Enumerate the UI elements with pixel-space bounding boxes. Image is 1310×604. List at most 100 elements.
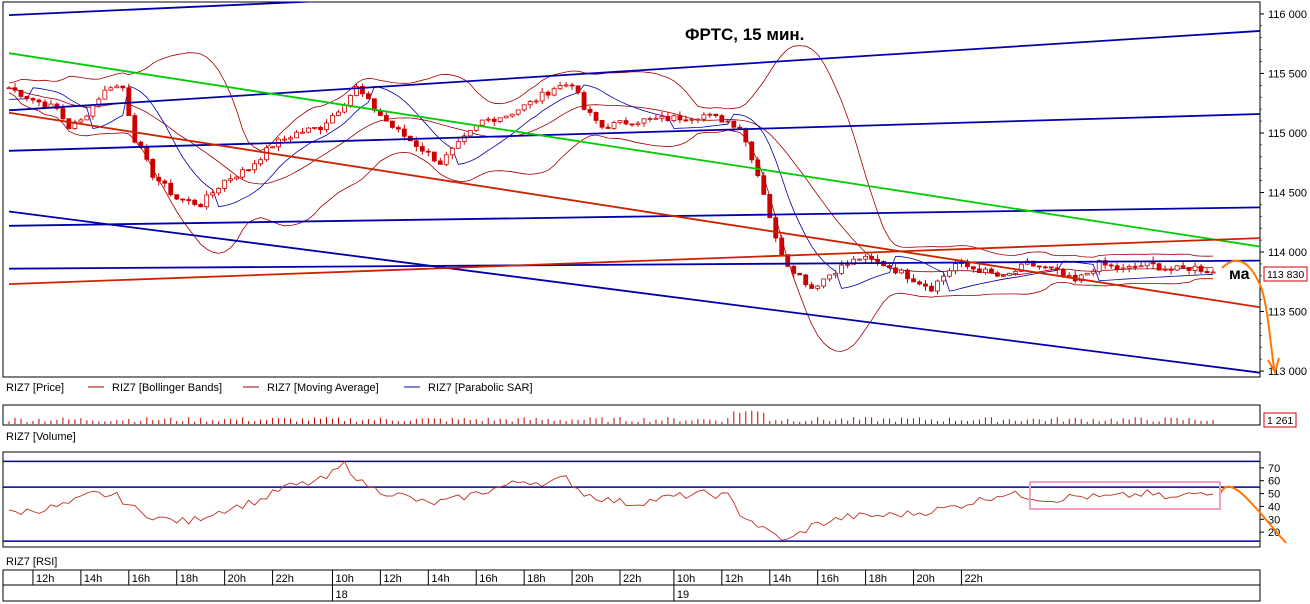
x-date-label: 18 bbox=[335, 589, 347, 601]
candle bbox=[1174, 265, 1180, 272]
candle bbox=[779, 234, 785, 255]
x-tick-label: 18h bbox=[180, 573, 198, 585]
price-series bbox=[6, 45, 1216, 352]
candle bbox=[857, 258, 863, 261]
x-tick-label: 20h bbox=[575, 573, 593, 585]
candle bbox=[1042, 265, 1048, 270]
candle bbox=[18, 89, 24, 99]
candle bbox=[437, 157, 443, 165]
candle bbox=[120, 85, 126, 92]
candle bbox=[1168, 266, 1174, 275]
trend-line-7 bbox=[8, 111, 1260, 309]
candle bbox=[449, 146, 455, 160]
trend-line-0 bbox=[8, 2, 321, 16]
candle bbox=[318, 125, 323, 135]
x-tick-label: 22h bbox=[276, 573, 294, 585]
x-tick-label: 16h bbox=[821, 573, 839, 585]
x-tick-label: 14h bbox=[773, 573, 791, 585]
candle bbox=[557, 81, 563, 90]
price-legend: RIZ7 [Price] RIZ7 [Bollinger Bands] RIZ7… bbox=[6, 382, 533, 394]
candle bbox=[36, 98, 42, 107]
candle bbox=[635, 121, 641, 128]
candle bbox=[905, 268, 910, 284]
candle bbox=[216, 187, 222, 196]
candle bbox=[509, 113, 515, 118]
candle bbox=[312, 126, 317, 130]
x-tick-label: 16h bbox=[132, 573, 150, 585]
price-forecast-curve bbox=[1221, 259, 1275, 369]
rsi-panel bbox=[2, 451, 1261, 548]
candle bbox=[330, 112, 335, 124]
candle bbox=[515, 109, 521, 116]
candle bbox=[479, 119, 485, 127]
candle bbox=[1210, 268, 1216, 274]
last-price-box bbox=[1263, 266, 1308, 282]
candle bbox=[503, 115, 509, 119]
x-tick-label: 14h bbox=[84, 573, 102, 585]
candle bbox=[977, 264, 982, 274]
candle bbox=[186, 196, 192, 205]
candle bbox=[485, 116, 491, 123]
candle bbox=[401, 124, 407, 141]
rsi-tick-label: 30 bbox=[1268, 514, 1280, 526]
candle bbox=[575, 85, 581, 95]
last-volume-box bbox=[1263, 412, 1297, 428]
candle bbox=[204, 190, 210, 210]
moving-average bbox=[8, 87, 1213, 276]
candle bbox=[6, 86, 12, 90]
candle bbox=[929, 282, 934, 293]
rsi-legend: RIZ7 [RSI] bbox=[6, 556, 57, 568]
x-date-label: 19 bbox=[677, 589, 689, 601]
candle bbox=[617, 120, 623, 125]
candle bbox=[923, 280, 928, 291]
candle bbox=[941, 273, 946, 285]
candle bbox=[240, 167, 246, 180]
candle bbox=[1000, 274, 1006, 277]
candle bbox=[935, 279, 940, 295]
candle bbox=[593, 111, 599, 124]
candle bbox=[1078, 273, 1084, 284]
x-tick-label: 18h bbox=[527, 573, 545, 585]
candle bbox=[461, 132, 467, 145]
candle bbox=[707, 112, 713, 118]
candle bbox=[749, 140, 755, 164]
candle bbox=[66, 118, 72, 130]
candle bbox=[791, 264, 797, 279]
trend-lines bbox=[8, 2, 1260, 374]
trend-line-5 bbox=[8, 210, 1260, 374]
candle bbox=[659, 111, 665, 123]
rsi-highlight-box bbox=[1029, 481, 1221, 510]
candle bbox=[12, 83, 18, 93]
candle bbox=[653, 114, 659, 120]
candle bbox=[180, 198, 186, 204]
candle bbox=[395, 125, 401, 133]
candle bbox=[497, 117, 503, 124]
x-tick-label: 22h bbox=[623, 573, 641, 585]
candle bbox=[701, 112, 707, 122]
candle bbox=[150, 158, 156, 181]
candle bbox=[755, 156, 761, 178]
candle bbox=[947, 268, 952, 278]
candle bbox=[383, 112, 389, 122]
candle bbox=[132, 113, 138, 144]
candle bbox=[366, 91, 371, 100]
candle bbox=[833, 270, 839, 279]
trend-line-1 bbox=[8, 30, 1260, 112]
candle bbox=[1090, 268, 1096, 277]
candle bbox=[863, 253, 868, 263]
x-tick-label: 10h bbox=[677, 573, 695, 585]
candle bbox=[1180, 261, 1186, 269]
candle bbox=[156, 173, 162, 186]
rsi-tick-label: 70 bbox=[1268, 463, 1280, 475]
ma-annotation: ма bbox=[1229, 266, 1250, 283]
candle bbox=[1156, 262, 1162, 271]
candle bbox=[545, 90, 551, 99]
candle bbox=[665, 111, 671, 122]
candle bbox=[467, 129, 473, 138]
last-price-label: 113 830 bbox=[1267, 269, 1304, 281]
candle bbox=[1036, 265, 1042, 270]
price-forecast-arrowhead bbox=[1267, 357, 1280, 375]
candle bbox=[521, 104, 527, 112]
volume-panel bbox=[2, 404, 1261, 426]
candle bbox=[683, 115, 689, 123]
